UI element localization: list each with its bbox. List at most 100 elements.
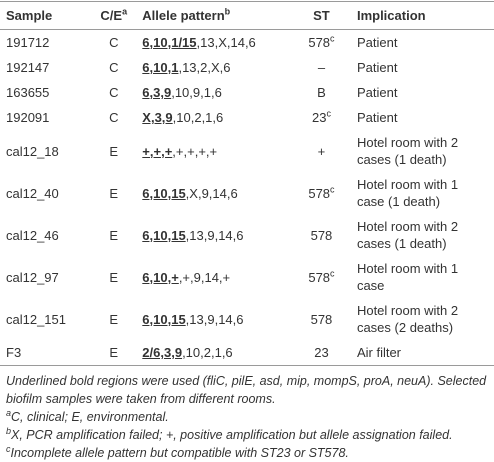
allele-bold: 6,10,1 bbox=[142, 60, 179, 75]
sample: 163655 bbox=[6, 85, 50, 100]
allele-cell: +,+,+,+,+,+,+ bbox=[136, 130, 292, 172]
table-row: 191712 C 6,10,1/15,13,X,14,6 578c Patient bbox=[0, 30, 494, 56]
st: 578 bbox=[308, 35, 331, 50]
implication-cell: Patient bbox=[351, 55, 494, 80]
ce-cell: E bbox=[91, 172, 136, 214]
notes: Underlined bold regions were used (fliC,… bbox=[0, 366, 494, 462]
table-row: cal12_97 E 6,10,+,+,9,14,+ 578c Hotel room w… bbox=[0, 256, 494, 298]
st-sup: c bbox=[330, 33, 335, 44]
st: 578 bbox=[310, 311, 333, 327]
allele-bold: 2/6,3,9 bbox=[142, 345, 183, 360]
sample: F3 bbox=[6, 345, 22, 360]
allele-rest: ,10,9,1,6 bbox=[171, 85, 222, 100]
sample: cal12_18 bbox=[6, 143, 59, 159]
st-cell: 578c bbox=[292, 30, 351, 56]
st-sup: c bbox=[330, 184, 335, 195]
st: 23 bbox=[314, 345, 329, 360]
table-row: 192091 C X,3,9,10,2,1,6 23c Patient bbox=[0, 105, 494, 130]
allele-cell: 6,10,+,+,9,14,+ bbox=[136, 256, 292, 298]
sample-cell: cal12_97 bbox=[0, 256, 91, 298]
ce: C bbox=[109, 60, 119, 75]
implication: Hotel room with 2 cases (2 deaths) bbox=[356, 303, 459, 335]
sample: cal12_46 bbox=[6, 227, 59, 243]
allele-rest: ,10,2,1,6 bbox=[172, 110, 224, 125]
ce: C bbox=[109, 35, 119, 50]
implication-cell: Patient bbox=[351, 30, 494, 56]
allele-rest: ,+,9,14,+ bbox=[178, 269, 231, 285]
implication-cell: Patient bbox=[351, 105, 494, 130]
table-row: cal12_18 E +,+,+,+,+,+,+ + Hotel room with 2… bbox=[0, 130, 494, 172]
sample-cell: 192147 bbox=[0, 55, 91, 80]
footnote-text: X, PCR amplification failed; +, positive… bbox=[11, 428, 453, 442]
allele-bold: 6,10,15 bbox=[142, 311, 186, 327]
ce-cell: C bbox=[91, 105, 136, 130]
allele-rest: ,13,2,X,6 bbox=[178, 60, 231, 75]
table-row: 192147 C 6,10,1,13,2,X,6 – Patient bbox=[0, 55, 494, 80]
implication: Hotel room with 2 cases (1 death) bbox=[356, 219, 459, 251]
implication: Hotel room with 1 case bbox=[356, 261, 459, 293]
allele-cell: 2/6,3,9,10,2,1,6 bbox=[136, 340, 292, 366]
header-cell: Implication bbox=[350, 1, 494, 30]
sample: cal12_151 bbox=[6, 311, 66, 327]
allele-rest: ,X,9,14,6 bbox=[185, 185, 238, 201]
implication: Air filter bbox=[356, 345, 402, 360]
footnote-mark: b bbox=[6, 425, 12, 436]
header-sup: a bbox=[122, 6, 128, 17]
ce: E bbox=[109, 227, 119, 243]
header-sup: b bbox=[224, 6, 231, 17]
header-text: Implication bbox=[356, 8, 426, 23]
allele-rest: ,13,X,14,6 bbox=[196, 35, 256, 50]
implication-cell: Patient bbox=[351, 80, 494, 105]
sample-cell: cal12_18 bbox=[0, 130, 91, 172]
st: – bbox=[317, 60, 326, 75]
ce: C bbox=[109, 85, 119, 100]
header-text: C/E bbox=[100, 8, 123, 23]
sample: cal12_40 bbox=[6, 185, 59, 201]
ce: E bbox=[109, 345, 119, 360]
allele-rest: ,10,2,1,6 bbox=[182, 345, 233, 360]
header-cell: ST bbox=[291, 1, 351, 30]
allele-cell: 6,3,9,10,9,1,6 bbox=[136, 80, 292, 105]
footnote: cIncomplete allele pattern but compatibl… bbox=[6, 444, 488, 462]
header-row: Sample C/Ea Allele patternb ST Implication bbox=[0, 1, 494, 30]
ce-cell: C bbox=[91, 55, 136, 80]
implication: Hotel room with 2 cases (1 death) bbox=[356, 135, 459, 167]
header-cell: Allele patternb bbox=[136, 1, 292, 30]
sample: cal12_97 bbox=[6, 269, 59, 285]
implication: Patient bbox=[356, 85, 398, 100]
ce: E bbox=[109, 185, 119, 201]
header-text: Sample bbox=[6, 8, 53, 23]
table-body: 191712 C 6,10,1/15,13,X,14,6 578c Patient 192… bbox=[0, 30, 494, 366]
sample-cell: 163655 bbox=[0, 80, 91, 105]
implication: Hotel room with 1 case (1 death) bbox=[356, 177, 459, 209]
ce-cell: C bbox=[91, 30, 136, 56]
ce-cell: E bbox=[91, 130, 136, 172]
st-cell: 578c bbox=[292, 172, 351, 214]
st-sup: c bbox=[330, 268, 335, 279]
implication-cell: Air filter bbox=[350, 340, 494, 366]
allele-bold: 6,10,+ bbox=[142, 269, 179, 285]
st-sup: c bbox=[326, 108, 331, 119]
st: + bbox=[317, 143, 326, 159]
st-cell: + bbox=[292, 130, 351, 172]
allele-bold: 6,3,9 bbox=[142, 85, 172, 100]
allele-table: Sample C/Ea Allele patternb ST Implication 1… bbox=[0, 1, 494, 366]
allele-cell: 6,10,15,13,9,14,6 bbox=[136, 298, 292, 340]
st-cell: – bbox=[292, 55, 351, 80]
sample-cell: cal12_46 bbox=[0, 214, 91, 256]
implication: Patient bbox=[356, 60, 398, 75]
implication: Patient bbox=[356, 35, 398, 50]
ce-cell: E bbox=[91, 214, 136, 256]
footnote: aC, clinical; E, environmental. bbox=[6, 408, 488, 426]
implication: Patient bbox=[356, 110, 398, 125]
st-cell: 23 bbox=[291, 340, 351, 366]
header-cell: C/Ea bbox=[91, 1, 137, 30]
header-cell: Sample bbox=[0, 1, 92, 30]
allele-cell: 6,10,1,13,2,X,6 bbox=[136, 55, 292, 80]
st: 578 bbox=[308, 269, 331, 285]
footnote-mark: c bbox=[6, 443, 11, 454]
sample-cell: 191712 bbox=[0, 30, 91, 56]
table-row: F3 E 2/6,3,9,10,2,1,6 23 Air filter bbox=[0, 340, 494, 366]
footnote-text: C, clinical; E, environmental. bbox=[11, 410, 169, 424]
header-text: Allele pattern bbox=[142, 8, 225, 23]
